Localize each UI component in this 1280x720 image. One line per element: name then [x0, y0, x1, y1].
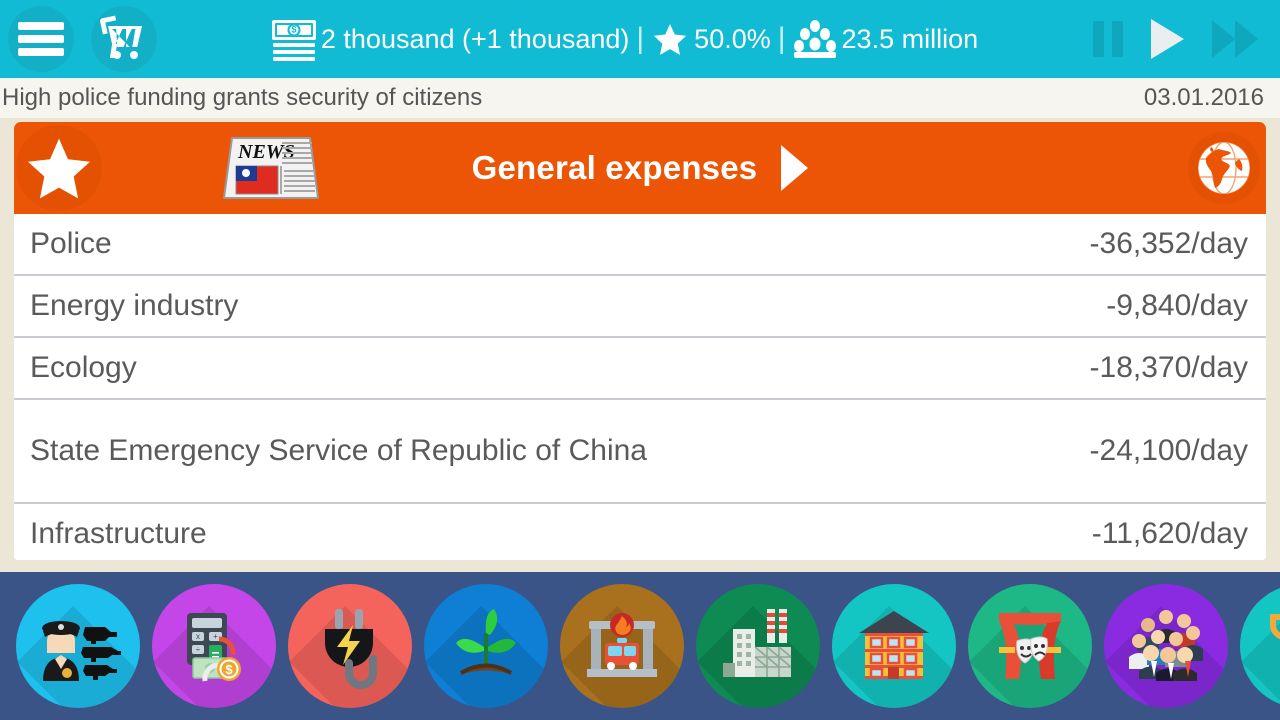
money-value: 2 thousand (+1 thousand) [320, 23, 630, 54]
expense-value: -36,352/day [1089, 227, 1248, 260]
fast-forward-icon[interactable] [1212, 20, 1258, 58]
population-value: 23.5 million [841, 23, 979, 54]
expense-label: Police [30, 227, 112, 261]
table-row[interactable]: Energy industry -9,840/day [14, 276, 1266, 338]
calculator-money-icon: x + ÷ $ [187, 613, 241, 682]
panel-header: NEWS General expenses [14, 122, 1266, 214]
top-status-bar: $ 2 thousand (+1 thousand) | 50.0% | [0, 0, 1280, 78]
stat-separator-2: | [777, 22, 786, 55]
table-row[interactable]: Ecology -18,370/day [14, 338, 1266, 400]
expenses-list: Police -36,352/day Energy industry -9,84… [14, 214, 1266, 560]
power-plug-icon [325, 609, 377, 689]
table-row[interactable]: Police -36,352/day [14, 214, 1266, 276]
world-button[interactable] [1188, 132, 1260, 204]
pause-icon[interactable] [1093, 21, 1123, 57]
menu-button[interactable] [8, 6, 74, 72]
dock-item-ecology[interactable] [418, 578, 554, 714]
shop-button[interactable] [91, 6, 157, 72]
shopping-cart-icon [99, 15, 146, 59]
status-stats: $ 2 thousand (+1 thousand) | 50.0% | [157, 20, 1093, 61]
table-row[interactable]: Infrastructure -11,620/day [14, 504, 1266, 560]
expense-value: -24,100/day [1089, 434, 1248, 467]
svg-text:÷: ÷ [196, 645, 201, 654]
money-stack-icon: $ [271, 20, 316, 61]
dock-item-infrastructure[interactable] [826, 578, 962, 714]
globe-icon [1197, 141, 1251, 195]
people-group-icon [793, 20, 836, 58]
table-row[interactable]: State Emergency Service of Republic of C… [14, 400, 1266, 504]
favorites-button[interactable] [16, 125, 102, 211]
population-stat: 23.5 million [793, 20, 979, 58]
svg-text:$: $ [225, 662, 233, 677]
stat-separator-1: | [636, 22, 645, 55]
arrow-right-icon[interactable] [781, 145, 809, 191]
general-expenses-panel: NEWS General expenses [14, 122, 1266, 560]
money-stat: $ 2 thousand (+1 thousand) [271, 20, 630, 61]
approval-stat: 50.0% [651, 20, 771, 58]
svg-text:+: + [213, 632, 218, 641]
expense-value: -18,370/day [1089, 351, 1248, 384]
star-icon [28, 138, 90, 199]
newspaper-button[interactable]: NEWS [218, 130, 324, 206]
plant-sprout-icon [456, 609, 516, 675]
dock-item-emergency[interactable] [554, 578, 690, 714]
police-officer-icon [42, 621, 121, 681]
time-controls [1093, 19, 1258, 59]
dock-item-population[interactable] [1098, 578, 1234, 714]
newspaper-icon: NEWS [223, 137, 319, 199]
trophy-icon [1270, 614, 1280, 640]
expense-value: -11,620/day [1091, 517, 1248, 550]
news-headline: High police funding grants security of c… [2, 84, 483, 111]
dock-item-industry[interactable] [690, 578, 826, 714]
dock-item-awards[interactable] [1234, 578, 1280, 714]
fire-station-icon [587, 613, 657, 677]
hamburger-menu-icon [18, 22, 64, 56]
apartment-building-icon [859, 611, 929, 679]
dock-item-budget[interactable]: x + ÷ $ [146, 578, 282, 714]
dock-item-energy[interactable] [282, 578, 418, 714]
expense-label: Infrastructure [30, 517, 207, 551]
star-icon [651, 20, 690, 58]
game-date: 03.01.2016 [1143, 84, 1264, 111]
panel-title-group: General expenses [14, 145, 1266, 191]
expense-label: Energy industry [30, 289, 239, 323]
theater-masks-icon [999, 613, 1061, 679]
expense-label: State Emergency Service of Republic of C… [30, 434, 647, 468]
bottom-dock: x + ÷ $ [0, 572, 1280, 720]
news-ticker-bar: High police funding grants security of c… [0, 78, 1280, 118]
newspaper-label: NEWS [237, 141, 295, 163]
factory-icon [723, 609, 792, 677]
dock-item-police[interactable] [10, 578, 146, 714]
expense-value: -9,840/day [1106, 289, 1248, 322]
play-icon[interactable] [1151, 19, 1184, 59]
page-title: General expenses [471, 149, 758, 186]
expense-label: Ecology [30, 351, 137, 385]
crowd-people-icon [1129, 610, 1203, 681]
approval-value: 50.0% [694, 23, 771, 54]
svg-text:x: x [196, 632, 200, 641]
dock-item-culture[interactable] [962, 578, 1098, 714]
